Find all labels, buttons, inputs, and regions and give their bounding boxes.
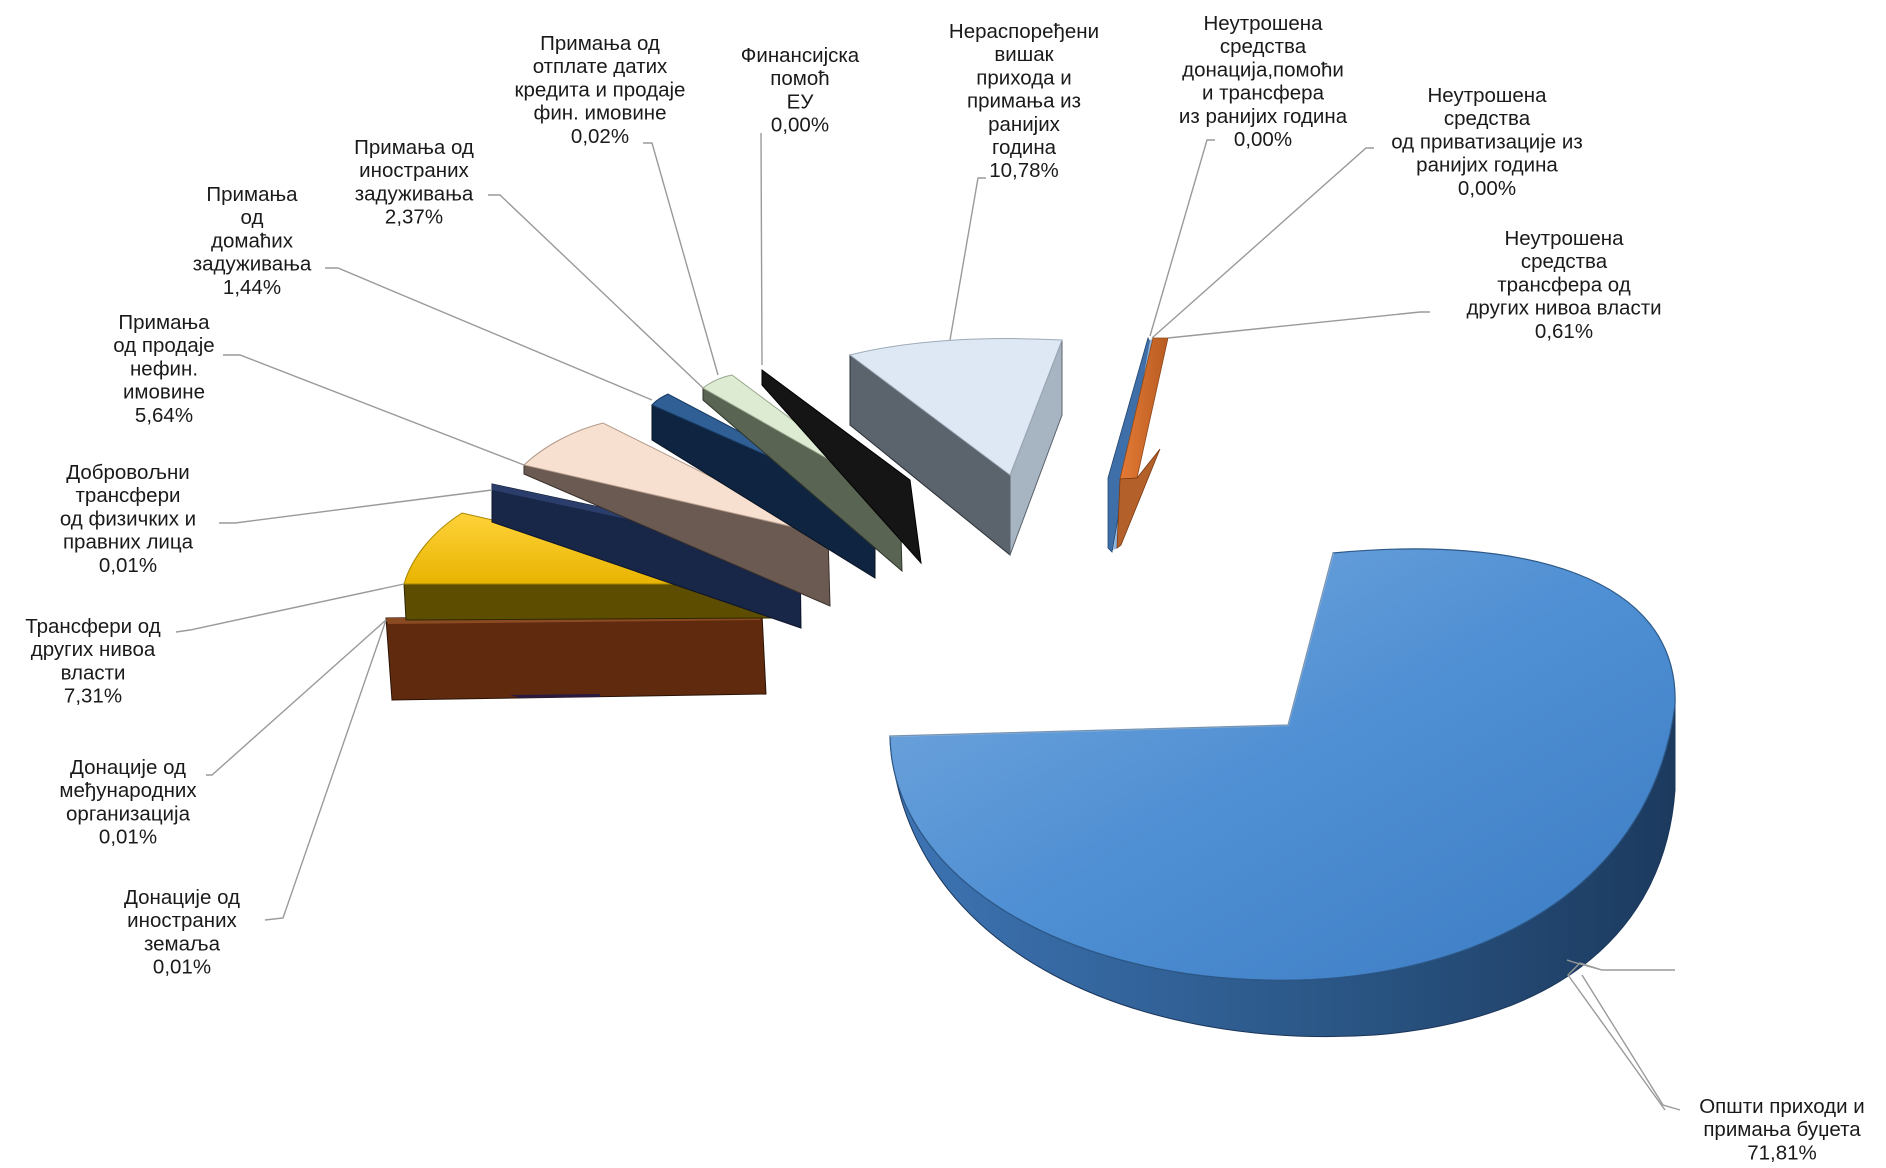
slice-label-line: примања из xyxy=(967,90,1081,113)
leader-lines xyxy=(175,132,1681,1111)
slice-label-line: Примања xyxy=(206,183,298,206)
slice-label-line: Неутрошена xyxy=(1505,227,1625,250)
slice-label-line: отплате датих xyxy=(533,55,668,78)
slice-label: Примања од отплате датих кредита и продаје… xyxy=(515,32,686,148)
slice-label-line: од xyxy=(241,206,264,229)
slice-label-line: трансфера од xyxy=(1497,273,1630,296)
slice-label-line: Нераспоређени xyxy=(949,20,1099,43)
slice-label-line: донација,помоћи xyxy=(1182,58,1344,81)
slice-label: Донације од иностраних земаља 0,01% xyxy=(124,886,240,979)
slice-value-label: 7,31% xyxy=(64,685,122,708)
slice-label-line: средства xyxy=(1220,35,1307,58)
slice-label-line: од продаје xyxy=(113,334,214,357)
slice-label-line: иностраних xyxy=(127,909,237,932)
slice-label-line: Примања xyxy=(118,311,210,334)
slice-label-line: Финансијска xyxy=(741,44,860,67)
slice-label: Нераспоређени вишак прихода и примања из ран… xyxy=(949,20,1099,182)
slice-labels: Општи приходи и примања буџета 71,81% Донац… xyxy=(25,12,1865,1164)
slice-label-line: других нивоа власти xyxy=(1466,297,1661,320)
slice-value-label: 10,78% xyxy=(989,159,1059,182)
slice-donacije-medjunarodnih-organizacija xyxy=(510,694,600,698)
slice-value-label: 71,81% xyxy=(1747,1141,1817,1164)
slice-label-line: средства xyxy=(1521,250,1608,273)
slice-label-line: помоћ xyxy=(770,67,829,90)
slice-label-line: ЕУ xyxy=(787,90,815,113)
slice-label-line: задуживања xyxy=(355,182,474,205)
slice-label-line: земаља xyxy=(144,932,221,955)
slice-label-line: из ранијих година xyxy=(1179,105,1348,128)
slice-label: Примања од иностраних задуживања 2,37% xyxy=(354,136,474,229)
slice-label-line: Донације од xyxy=(70,756,186,779)
slice-label: Финансијска помоћ ЕУ 0,00% xyxy=(741,44,860,137)
slice-label-line: и трансфера xyxy=(1202,82,1325,105)
slice-label-line: правних лица xyxy=(63,531,194,554)
slice-label-line: међународних xyxy=(59,779,197,802)
slice-label-line: Примања од xyxy=(540,32,660,55)
slice-value-label: 5,64% xyxy=(135,404,193,427)
slice-label-line: Примања од xyxy=(354,136,474,159)
slice-label: Општи приходи и примања буџета 71,81% xyxy=(1699,1095,1865,1164)
slice-label-line: Неутрошена xyxy=(1204,12,1324,35)
slice-label-line: домаћих xyxy=(211,229,294,252)
slice-label: Неутрошена средства трансфера од других нив… xyxy=(1466,227,1661,343)
slice-value-label: 2,37% xyxy=(385,206,443,229)
slice-label-line: нефин. xyxy=(130,357,198,380)
slice-value-label: 0,00% xyxy=(1234,128,1292,151)
slice-label-line: ранијих xyxy=(988,113,1061,136)
slice-value-label: 0,00% xyxy=(1458,177,1516,200)
slice-value-label: 1,44% xyxy=(223,276,281,299)
slice-value-label: 0,01% xyxy=(99,554,157,577)
slice-label-line: средства xyxy=(1444,107,1531,130)
slice-label-line: задуживања xyxy=(193,253,312,276)
slice-label-line: трансфери xyxy=(76,484,181,507)
slice-label-line: од приватизације из xyxy=(1391,130,1583,153)
slice-neraspodjeljeni-visak xyxy=(848,338,1063,557)
slice-label: Неутрошена средства донација,помоћи и транс… xyxy=(1179,12,1348,151)
slice-prodaja-nefin-imovine xyxy=(522,422,831,607)
slice-value-label: 0,00% xyxy=(771,114,829,137)
slice-label-line: власти xyxy=(61,661,126,684)
slice-label: Донације од међународних организација 0,01% xyxy=(59,756,197,849)
slice-label: Трансфери од других нивоа власти 7,31% xyxy=(25,615,161,708)
slice-label-line: Добровољни xyxy=(66,461,189,484)
slice-label-line: Неутрошена xyxy=(1428,84,1548,107)
slice-label-line: фин. имовине xyxy=(533,102,666,125)
slice-label-line: Општи приходи и xyxy=(1699,1095,1865,1118)
slice-label-line: организација xyxy=(66,802,191,825)
slice-otplata-kredita xyxy=(761,369,922,565)
slice-label-line: примања буџета xyxy=(1703,1118,1861,1141)
slice-neutrosena-transfera xyxy=(1116,337,1169,549)
slice-value-label: 0,61% xyxy=(1535,320,1593,343)
slice-label: Примања од домаћих задуживања 1,44% xyxy=(193,183,312,299)
slice-value-label: 0,02% xyxy=(571,125,629,148)
slice-value-label: 0,01% xyxy=(99,826,157,849)
slice-opsti-prihodi xyxy=(889,548,1676,1038)
slice-label-line: прихода и xyxy=(976,66,1071,89)
slice-label: Добровољни трансфери од физичких и правних … xyxy=(60,461,196,577)
slice-label: Неутрошена средства од приватизације из ран… xyxy=(1391,84,1583,200)
slice-label-line: других нивоа xyxy=(31,638,156,661)
slice-label-line: година xyxy=(992,136,1057,159)
slice-label-line: Трансфери од xyxy=(25,615,161,638)
slice-label-line: Донације од xyxy=(124,886,240,909)
slice-label-line: иностраних xyxy=(359,159,469,182)
slice-value-label: 0,01% xyxy=(153,956,211,979)
slice-label-line: ранијих година xyxy=(1416,154,1558,177)
slice-label-line: кредита и продаје xyxy=(515,78,686,101)
slice-label-line: вишак xyxy=(994,43,1054,66)
slice-donacije-inostranih-zemalja xyxy=(385,613,767,701)
slice-label-line: од физичких и xyxy=(60,507,196,530)
slice-label: Примања од продаје нефин. имовине 5,64% xyxy=(113,311,214,427)
slice-label-line: имовине xyxy=(123,381,205,404)
